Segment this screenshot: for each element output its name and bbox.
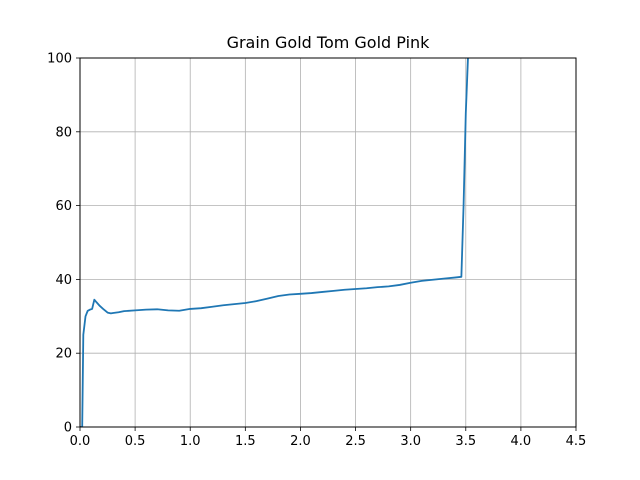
x-tick-label: 0.5 (125, 434, 146, 449)
y-tick-label: 20 (55, 347, 72, 362)
y-tick-label: 80 (55, 125, 72, 140)
series-layer (80, 58, 469, 427)
x-tick-label: 0.0 (70, 434, 91, 449)
x-tick-label: 4.5 (566, 434, 587, 449)
y-tick-label: 0 (64, 421, 72, 436)
y-tick-label: 100 (47, 52, 72, 67)
plot-area-frame (79, 57, 577, 428)
x-tick-label: 3.0 (400, 434, 421, 449)
grid-lines (79, 57, 577, 428)
y-axis-ticks: 0 20 40 60 80 100 (47, 52, 80, 436)
y-tick-label: 60 (55, 199, 72, 214)
x-tick-label: 2.0 (290, 434, 311, 449)
x-tick-label: 1.0 (180, 434, 201, 449)
x-tick-label: 2.5 (345, 434, 366, 449)
x-tick-label: 4.0 (511, 434, 532, 449)
x-tick-label: 3.5 (455, 434, 476, 449)
x-tick-label: 1.5 (235, 434, 256, 449)
chart-title: Grain Gold Tom Gold Pink (227, 33, 431, 52)
series-line (80, 58, 469, 427)
y-tick-label: 40 (55, 273, 72, 288)
x-axis-ticks: 0.0 0.5 1.0 1.5 2.0 2.5 3.0 3.5 4.0 4.5 (70, 427, 587, 449)
